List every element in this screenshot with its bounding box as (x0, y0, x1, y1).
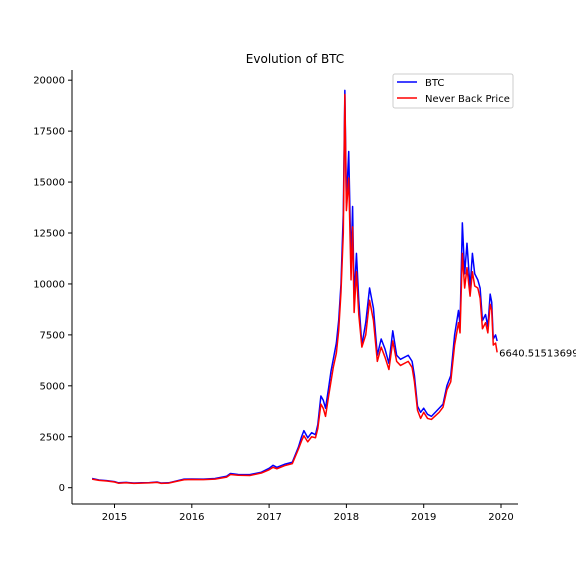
y-tick-label: 12500 (33, 229, 65, 240)
legend-label-never-back-price: Never Back Price (425, 94, 510, 105)
y-tick-label: 2500 (40, 432, 65, 443)
y-tick-label: 10000 (33, 279, 65, 290)
series-line-never-back-price (91, 93, 498, 485)
x-tick-label: 2019 (411, 512, 436, 523)
legend-box (392, 73, 514, 109)
legend-label-btc: BTC (425, 78, 444, 89)
end-value-annotation: 6640.51513699 (499, 348, 576, 359)
series-line-btc (91, 89, 498, 484)
x-tick-label: 2018 (334, 512, 359, 523)
y-tick-label: 5000 (40, 381, 65, 392)
y-tick-label: 15000 (33, 178, 65, 189)
x-axis-ticks: 2015 2016 2017 2018 2019 2020 (102, 504, 514, 523)
x-tick-label: 2015 (102, 512, 127, 523)
chart-title: Evolution of BTC (246, 52, 344, 66)
y-tick-label: 20000 (33, 76, 65, 87)
y-axis-ticks: 0 2500 5000 7500 10000 12500 15000 17500 20000 (33, 76, 72, 494)
x-tick-label: 2017 (256, 512, 281, 523)
y-tick-label: 17500 (33, 127, 65, 138)
plot-area: 2015 2016 2017 2018 2019 2020 0 2500 5000 7500 10… (33, 70, 576, 523)
x-tick-label: 2020 (488, 512, 513, 523)
y-tick-label: 0 (59, 483, 65, 494)
y-tick-label: 7500 (40, 330, 65, 341)
series-layer (91, 89, 498, 485)
legend: BTC Never Back Price (392, 73, 514, 109)
x-tick-label: 2016 (179, 512, 204, 523)
